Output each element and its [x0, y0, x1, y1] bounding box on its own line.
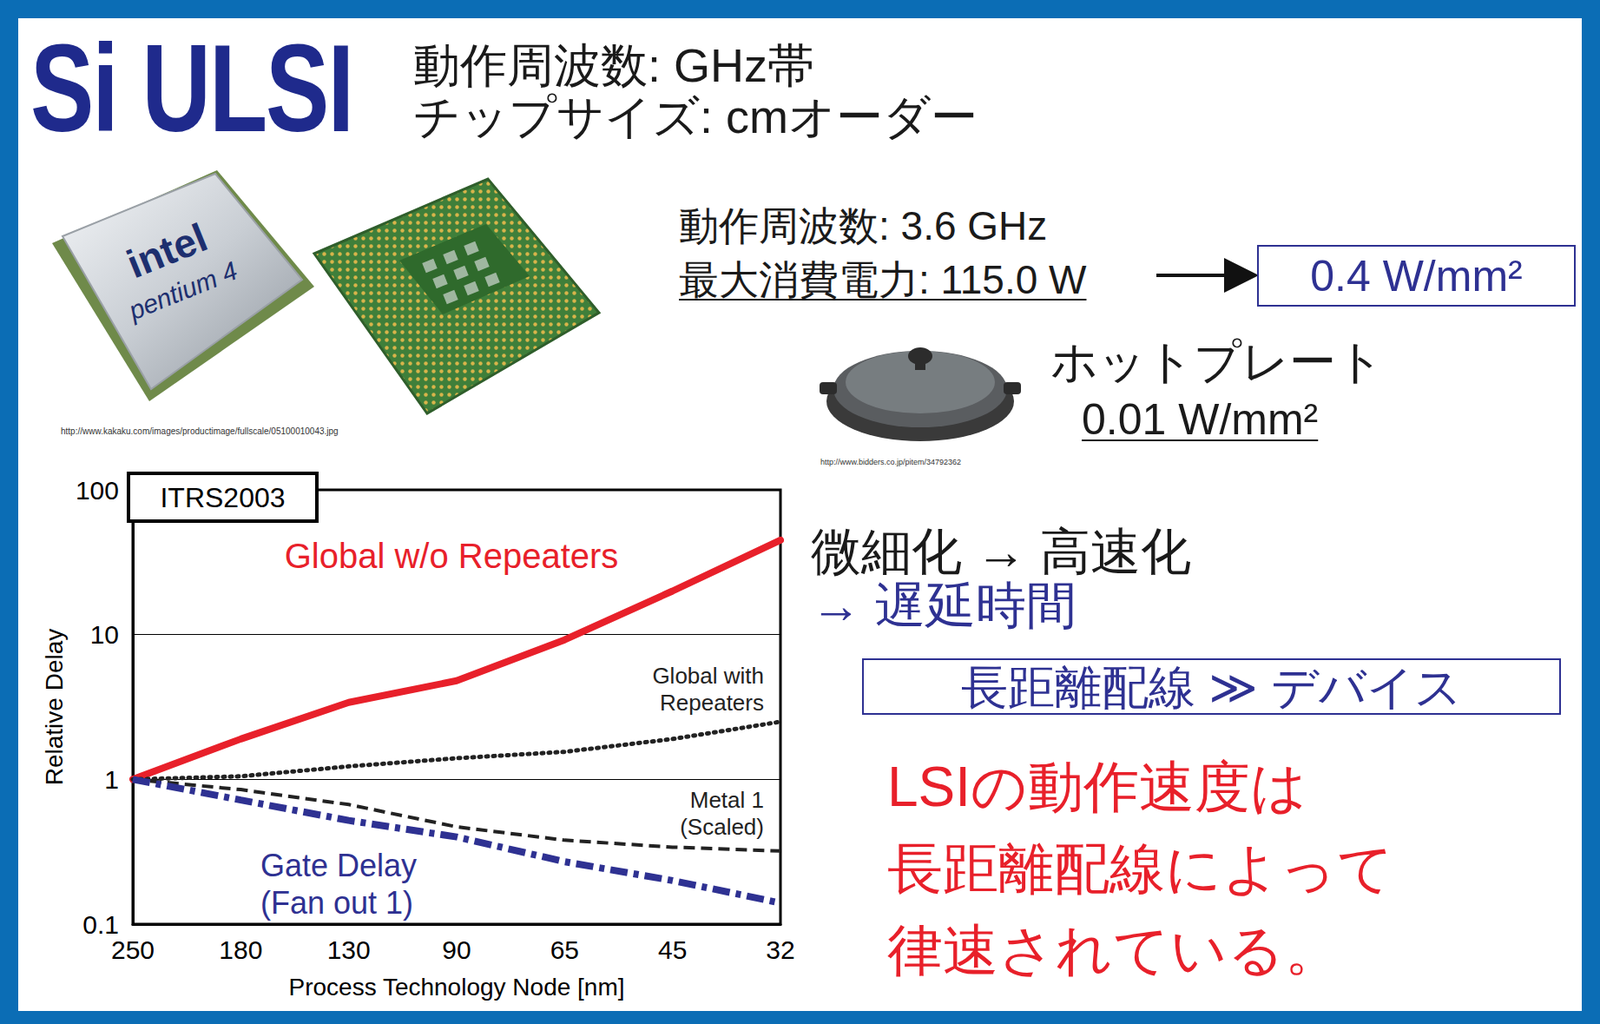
svg-text:65: 65	[550, 934, 580, 964]
svg-text:0.1: 0.1	[82, 909, 119, 939]
svg-text:250: 250	[111, 934, 155, 964]
html-text:Si ULSI: Si ULSI	[30, 18, 353, 157]
svg-text:Process Technology Node [nm]: Process Technology Node [nm]	[288, 973, 625, 1001]
svg-text:100: 100	[75, 475, 119, 505]
svg-text:Gate Delay: Gate Delay	[260, 847, 417, 883]
svg-text:45: 45	[658, 934, 687, 964]
html-text:0.01 W/mm²: 0.01 W/mm²	[1081, 395, 1319, 444]
svg-text:1: 1	[104, 764, 119, 794]
html-text:ホットプレート: ホットプレート	[1050, 335, 1384, 388]
svg-text:Global w/o Repeaters: Global w/o Repeaters	[284, 536, 619, 575]
svg-text:10: 10	[90, 619, 119, 649]
svg-text:Repeaters: Repeaters	[659, 689, 764, 716]
svg-text:Relative Delay: Relative Delay	[40, 628, 68, 786]
svg-text:130: 130	[327, 934, 371, 964]
html-text:http://www.bidders.co.jp/pitem: http://www.bidders.co.jp/pitem/34792362	[820, 457, 962, 467]
svg-text:32: 32	[765, 934, 795, 964]
svg-text:intel: intel	[120, 214, 214, 287]
html-text:ITRS2003: ITRS2003	[160, 481, 286, 513]
html-text:最大消費電力: 115.0 W: 最大消費電力: 115.0 W	[678, 256, 1087, 303]
svg-text:(Fan out 1): (Fan out 1)	[260, 884, 414, 921]
html-text:→ 遅延時間: → 遅延時間	[810, 576, 1077, 633]
html-text:長距離配線によって: 長距離配線によって	[887, 836, 1395, 900]
svg-text:Metal 1: Metal 1	[690, 786, 764, 813]
html-text:動作周波数: 3.6 GHz: 動作周波数: 3.6 GHz	[678, 203, 1048, 249]
html-text:http://www.kakaku.com/images/p: http://www.kakaku.com/images/productimag…	[60, 426, 339, 436]
svg-text:(Scaled): (Scaled)	[679, 813, 764, 840]
html-text:律速されている。: 律速されている。	[887, 918, 1341, 982]
html-text:微細化 → 高速化: 微細化 → 高速化	[810, 522, 1192, 580]
svg-text:pentium 4: pentium 4	[124, 255, 242, 325]
svg-text:90: 90	[441, 934, 471, 964]
html-text:動作周波数: GHz帯: 動作周波数: GHz帯	[413, 39, 815, 92]
svg-text:Global with: Global with	[651, 662, 764, 689]
svg-text:180: 180	[218, 934, 263, 964]
html-text:長距離配線 ≫ デバイス: 長距離配線 ≫ デバイス	[961, 660, 1462, 713]
html-text:LSIの動作速度は: LSIの動作速度は	[887, 755, 1308, 818]
html-text:0.4 W/mm²: 0.4 W/mm²	[1310, 251, 1523, 300]
html-text:チップサイズ: cmオーダー: チップサイズ: cmオーダー	[413, 90, 978, 143]
